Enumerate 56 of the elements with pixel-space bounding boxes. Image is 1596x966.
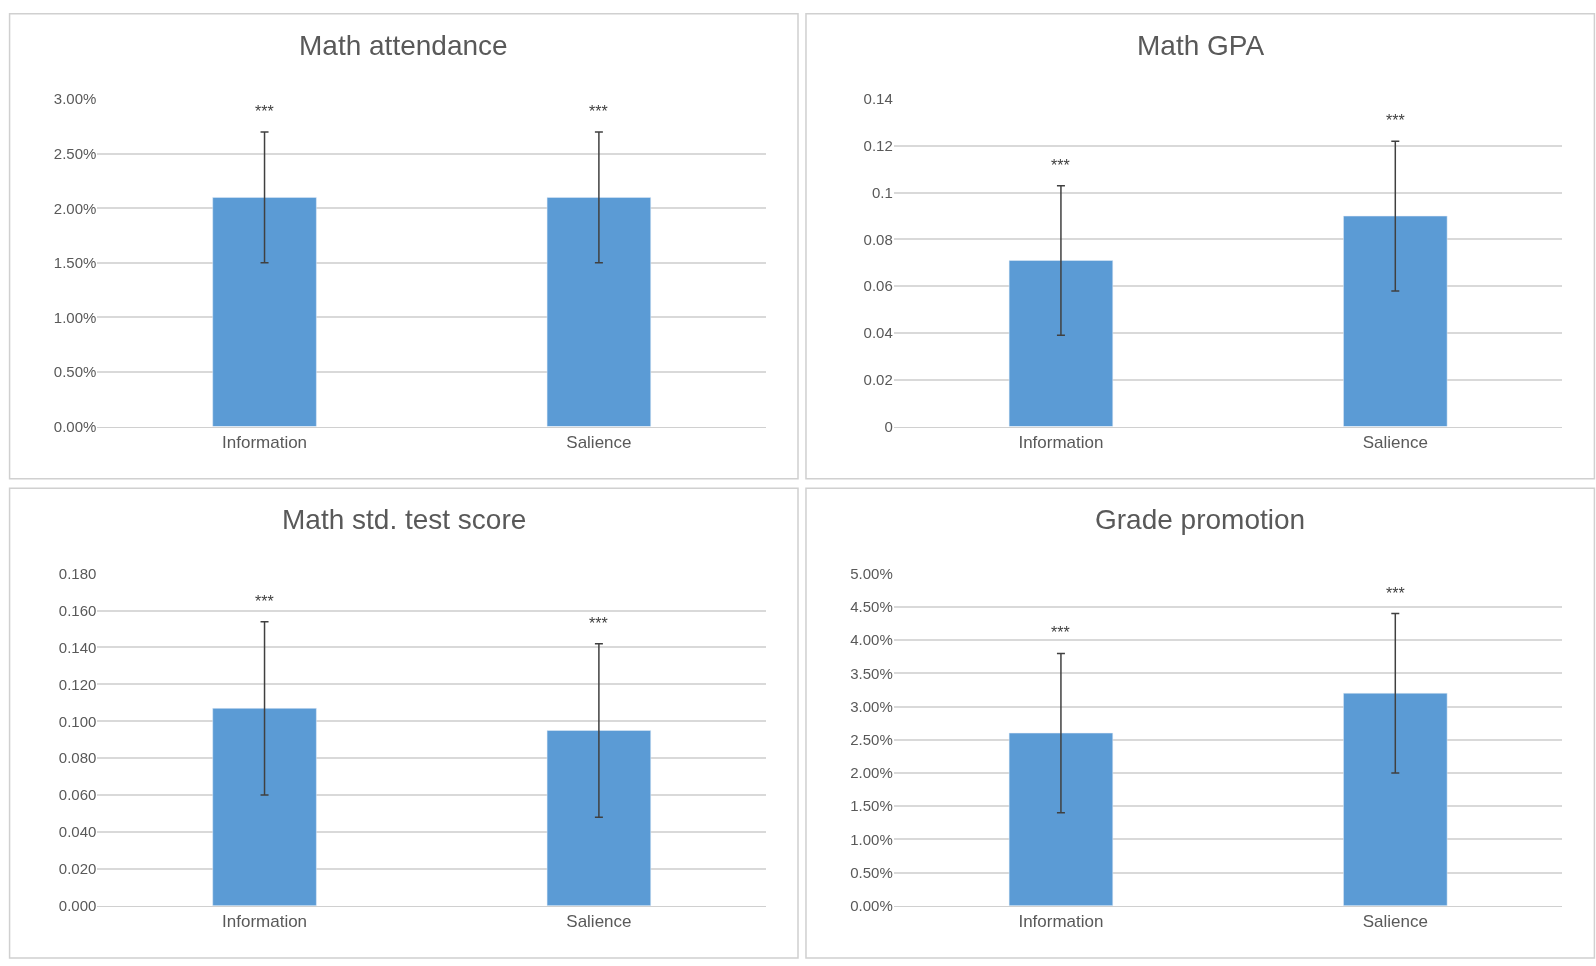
y-tick-label: 0.02 <box>863 371 893 389</box>
y-tick-label: 0.080 <box>58 749 97 767</box>
y-tick-label: 4.50% <box>850 598 893 616</box>
y-tick-label: 5.00% <box>850 564 893 582</box>
chart-title: Math std. test score <box>282 504 527 535</box>
y-tick-label: 1.50% <box>850 797 893 815</box>
y-tick-label: 0.020 <box>58 860 97 878</box>
x-tick-label: Salience <box>566 912 632 932</box>
annotation: *** <box>589 103 608 120</box>
y-tick-label: 0.50% <box>53 363 97 381</box>
y-tick-label: 2.00% <box>850 764 893 782</box>
y-tick-label: 0.140 <box>58 638 97 656</box>
x-tick-label: Information <box>1018 912 1104 932</box>
y-tick-label: 0.160 <box>58 601 97 619</box>
y-tick-label: 0.06 <box>863 277 893 295</box>
x-tick-label: Salience <box>1362 912 1428 932</box>
annotation: *** <box>1051 157 1070 174</box>
y-tick-label: 0.040 <box>58 823 97 841</box>
y-tick-label: 0.50% <box>850 863 893 881</box>
y-tick-label: 0.060 <box>58 786 97 804</box>
annotation: *** <box>255 103 274 120</box>
annotation: *** <box>1386 585 1405 602</box>
y-tick-label: 2.50% <box>53 144 97 162</box>
y-tick-label: 0.12 <box>863 137 893 155</box>
annotation: *** <box>1386 112 1405 129</box>
y-tick-label: 0.08 <box>863 230 893 248</box>
y-tick-label: 2.00% <box>53 199 97 217</box>
annotation: *** <box>1051 624 1070 641</box>
y-tick-label: 3.00% <box>53 90 97 108</box>
y-tick-label: 0.100 <box>58 712 97 730</box>
y-tick-label: 0.1 <box>871 183 893 201</box>
y-tick-label: 1.00% <box>850 830 893 848</box>
x-tick-label: Salience <box>566 432 632 452</box>
y-tick-label: 1.00% <box>53 308 97 326</box>
y-tick-label: 0.180 <box>58 564 97 582</box>
annotation: *** <box>255 593 274 610</box>
y-tick-label: 1.50% <box>53 254 97 272</box>
y-tick-label: 0.14 <box>863 90 893 108</box>
annotation: *** <box>589 615 608 632</box>
y-tick-label: 0.000 <box>58 897 97 915</box>
y-tick-label: 0.04 <box>863 324 893 342</box>
y-tick-label: 3.00% <box>850 697 893 715</box>
chart-title: Grade promotion <box>1095 504 1306 535</box>
chart-title: Math attendance <box>299 30 508 61</box>
y-tick-label: 2.50% <box>850 730 893 748</box>
y-tick-label: 0.00% <box>850 897 893 915</box>
y-tick-label: 3.50% <box>850 664 893 682</box>
y-tick-label: 0 <box>884 417 893 435</box>
x-tick-label: Salience <box>1362 432 1428 452</box>
x-tick-label: Information <box>222 912 308 932</box>
y-tick-label: 4.00% <box>850 631 893 649</box>
x-tick-label: Information <box>222 432 308 452</box>
x-tick-label: Information <box>1018 432 1104 452</box>
chart-title: Math GPA <box>1137 30 1265 61</box>
y-tick-label: 0.00% <box>53 417 97 435</box>
y-tick-label: 0.120 <box>58 675 97 693</box>
